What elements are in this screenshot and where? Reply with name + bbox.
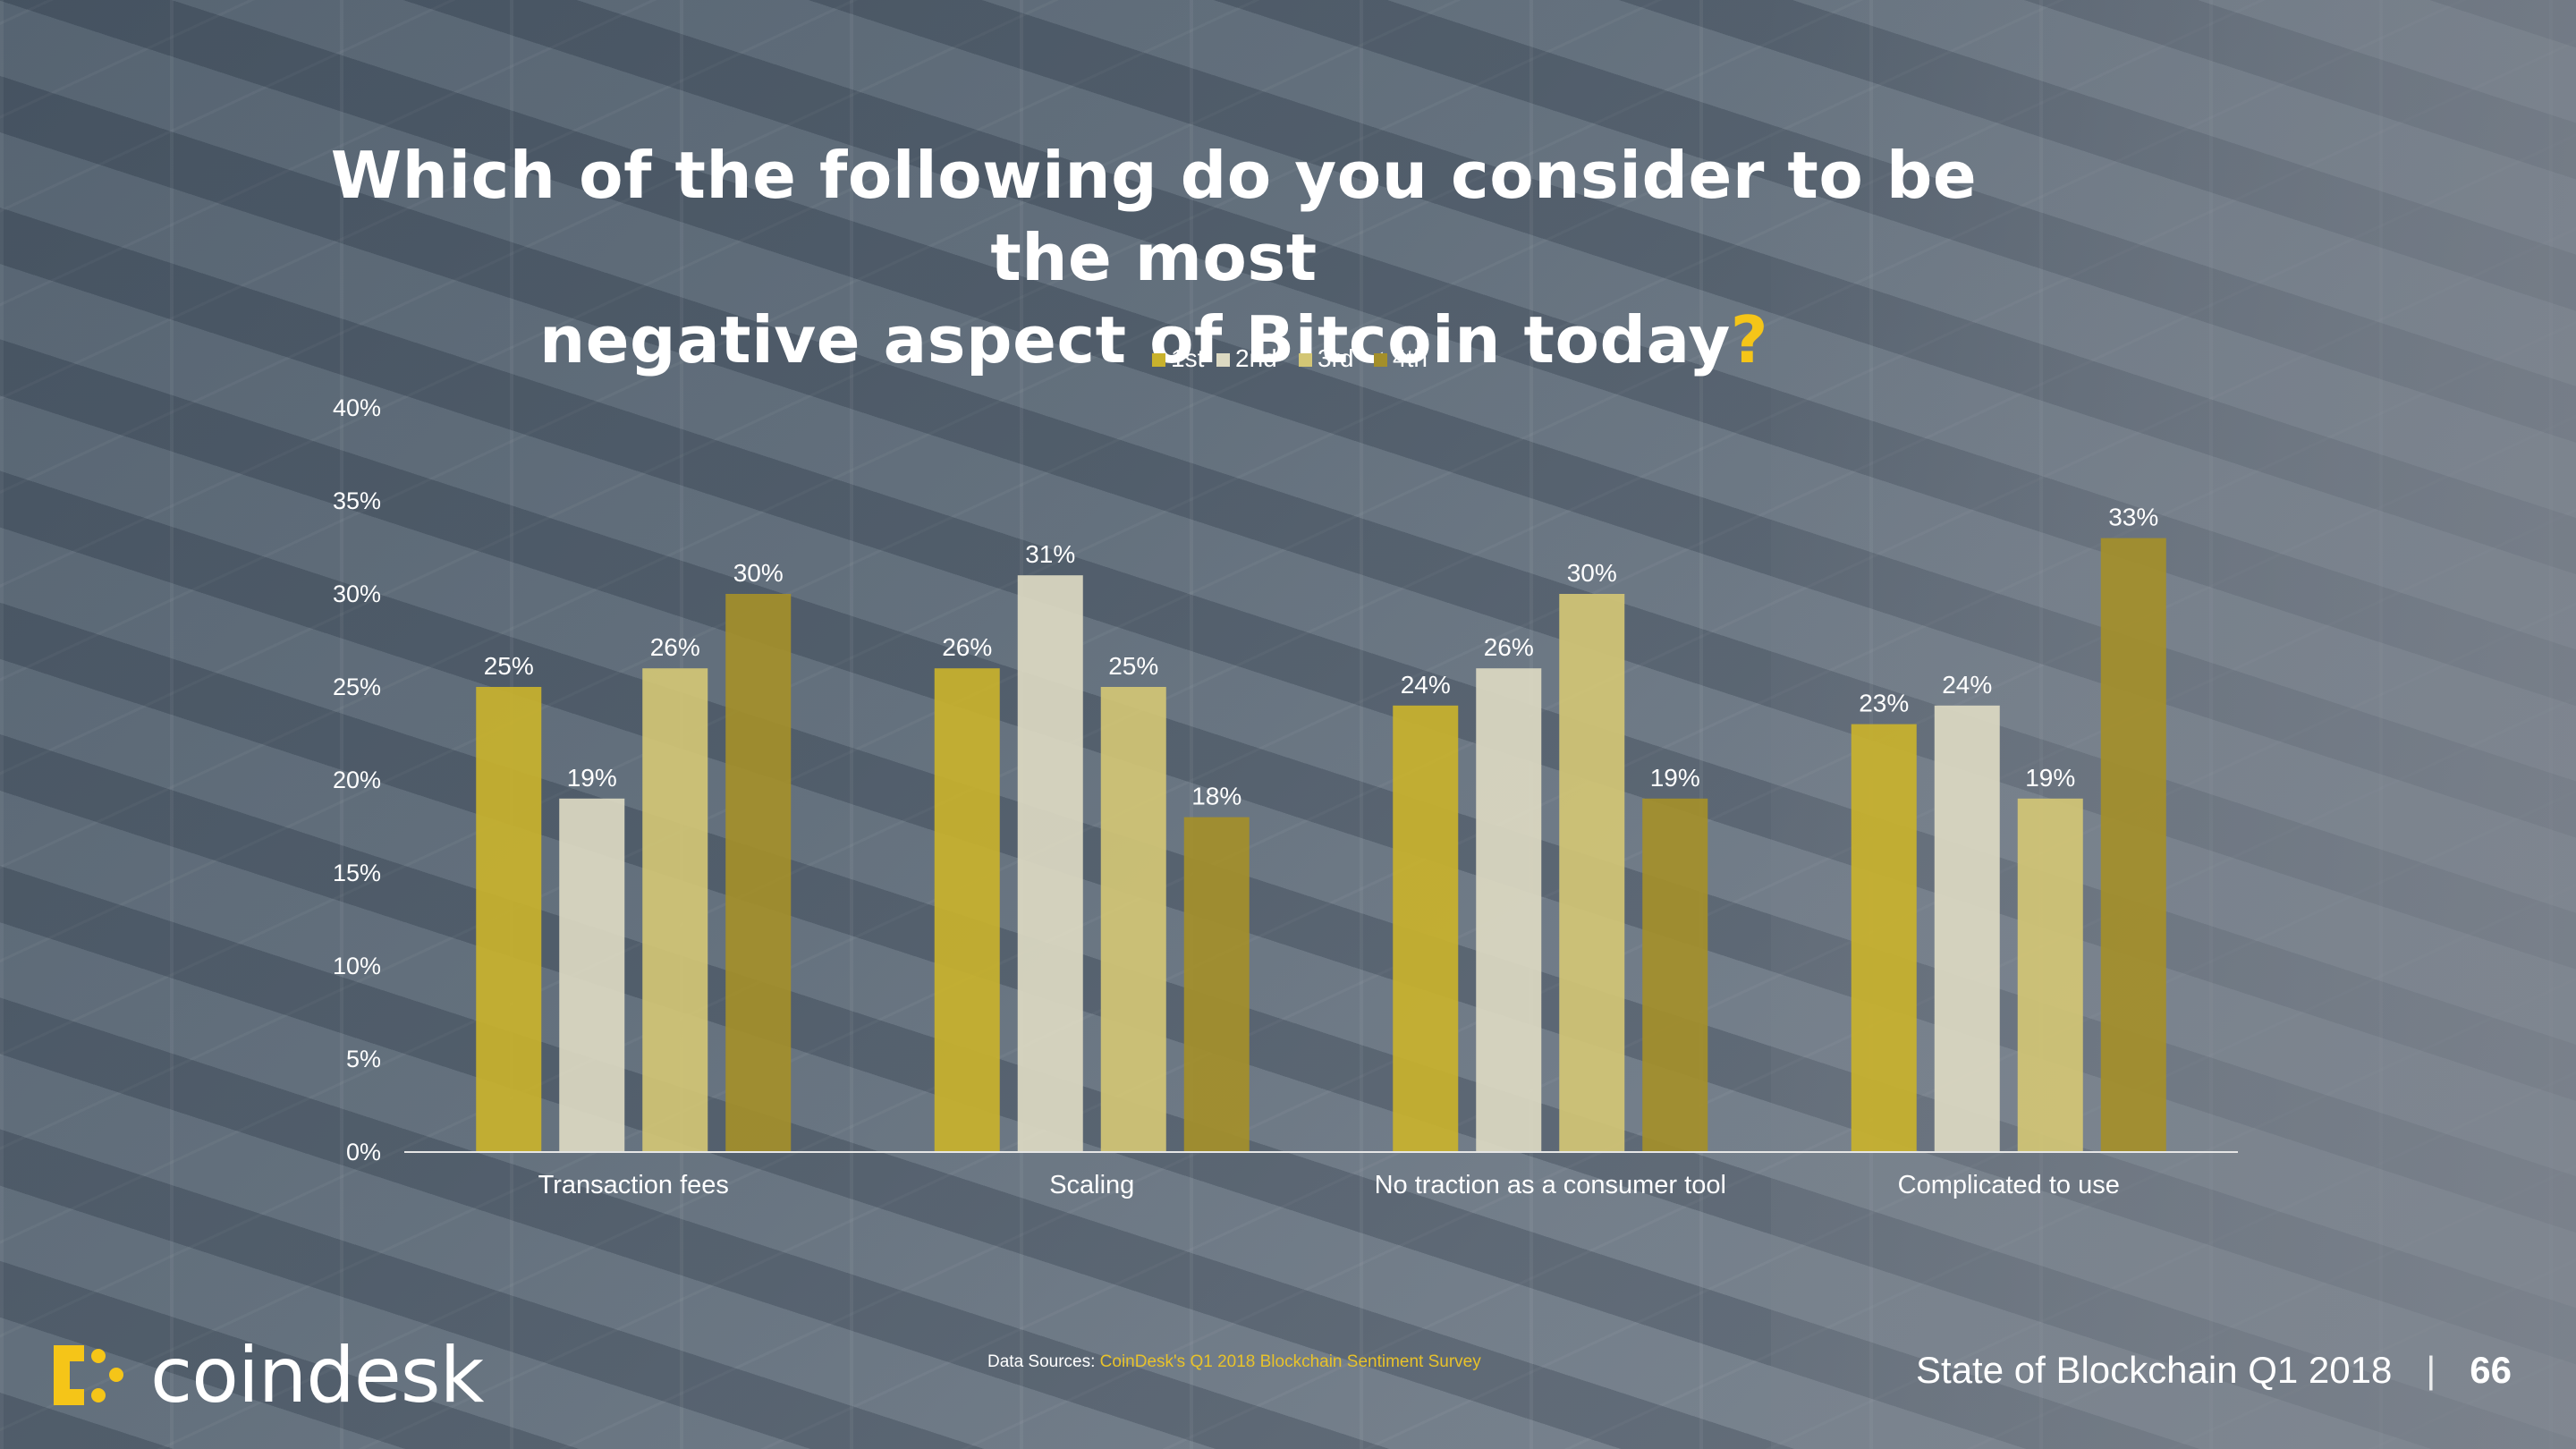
data-label: 25%: [484, 652, 534, 680]
bar-2nd-1: [1017, 575, 1083, 1152]
y-tick-label: 40%: [333, 394, 381, 421]
y-tick-label: 35%: [333, 487, 381, 514]
y-tick-label: 5%: [346, 1046, 381, 1072]
y-tick-label: 15%: [333, 860, 381, 886]
bar-2nd-2: [1476, 668, 1542, 1152]
bar-4th-0: [725, 594, 792, 1152]
data-label: 18%: [1191, 783, 1241, 810]
title-question-mark: ?: [1730, 302, 1769, 377]
data-label: 26%: [1484, 633, 1534, 661]
bar-3rd-1: [1100, 687, 1166, 1152]
legend-label: 1st: [1171, 344, 1205, 372]
data-label: 25%: [1108, 652, 1158, 680]
bar-1st-0: [476, 687, 542, 1152]
bar-2nd-0: [559, 798, 625, 1152]
data-label: 19%: [567, 764, 617, 792]
data-label: 23%: [1859, 690, 1909, 717]
footer-separator: |: [2426, 1349, 2436, 1391]
bar-3rd-3: [2017, 798, 2083, 1152]
data-label: 33%: [2108, 504, 2158, 531]
title-line-2-text: negative aspect of Bitcoin today: [538, 302, 1731, 377]
y-tick-label: 30%: [333, 580, 381, 607]
legend-swatch-2nd: [1216, 353, 1230, 367]
x-tick-label: Transaction fees: [538, 1171, 729, 1199]
chart-bars: 25% 19% 26% 30% 26% 31% 25% 18% 24% 26% 30% 19% 23% 2…: [476, 504, 2166, 1152]
data-source-value: CoinDesk's Q1 2018 Blockchain Sentiment …: [1099, 1352, 1481, 1371]
x-tick-label: No traction as a consumer tool: [1375, 1171, 1726, 1199]
bar-1st-3: [1851, 724, 1917, 1152]
bar-4th-1: [1183, 817, 1250, 1152]
page-number: 66: [2470, 1349, 2512, 1391]
data-label: 30%: [1567, 559, 1617, 587]
footer-report: State of Blockchain Q1 2018 | 66: [1916, 1349, 2512, 1392]
data-label: 30%: [733, 559, 784, 587]
data-label: 19%: [1650, 764, 1700, 792]
legend-label: 2nd: [1235, 344, 1277, 372]
bar-4th-3: [2100, 538, 2166, 1152]
bar-2nd-3: [1934, 705, 2000, 1152]
data-label: 24%: [1942, 671, 1992, 699]
logo-text: coindesk: [150, 1330, 484, 1420]
data-source-label: Data Sources:: [987, 1352, 1100, 1371]
data-label: 19%: [2025, 764, 2075, 792]
y-tick-label: 10%: [333, 953, 381, 979]
y-tick-label: 0%: [346, 1139, 381, 1165]
y-tick-label: 25%: [333, 674, 381, 700]
data-label: 24%: [1401, 671, 1451, 699]
coindesk-logo-icon: [54, 1345, 123, 1405]
y-tick-label: 20%: [333, 767, 381, 793]
data-label: 26%: [942, 633, 992, 661]
data-label: 31%: [1025, 540, 1075, 568]
bar-3rd-0: [642, 668, 708, 1152]
chart-title: Which of the following do you consider t…: [268, 134, 2039, 381]
y-axis: 0% 5% 10% 15% 20% 25% 30% 35% 40%: [333, 394, 381, 1165]
data-source: Data Sources: CoinDesk's Q1 2018 Blockch…: [987, 1352, 1481, 1372]
bar-4th-2: [1642, 798, 1708, 1152]
bar-1st-1: [934, 668, 1000, 1152]
bar-3rd-2: [1559, 594, 1625, 1152]
report-title: State of Blockchain Q1 2018: [1916, 1349, 2393, 1391]
legend-label: 3rd: [1318, 344, 1353, 372]
bar-1st-2: [1393, 705, 1459, 1152]
legend-swatch-3rd: [1299, 353, 1312, 367]
legend-swatch-1st: [1152, 353, 1165, 367]
x-tick-label: Scaling: [1049, 1171, 1134, 1199]
legend-swatch-4th: [1374, 353, 1387, 367]
title-line-2: negative aspect of Bitcoin today?: [268, 299, 2039, 381]
data-label: 26%: [650, 633, 700, 661]
coindesk-logo: coindesk: [47, 1330, 484, 1420]
legend-label: 4th: [1393, 344, 1428, 372]
x-tick-label: Complicated to use: [1898, 1171, 2120, 1199]
x-axis: Transaction fees Scaling No traction as a …: [404, 1151, 2238, 1199]
title-line-1: Which of the following do you consider t…: [330, 138, 1978, 295]
chart-legend: 1st 2nd 3rd 4th: [1152, 344, 1428, 372]
